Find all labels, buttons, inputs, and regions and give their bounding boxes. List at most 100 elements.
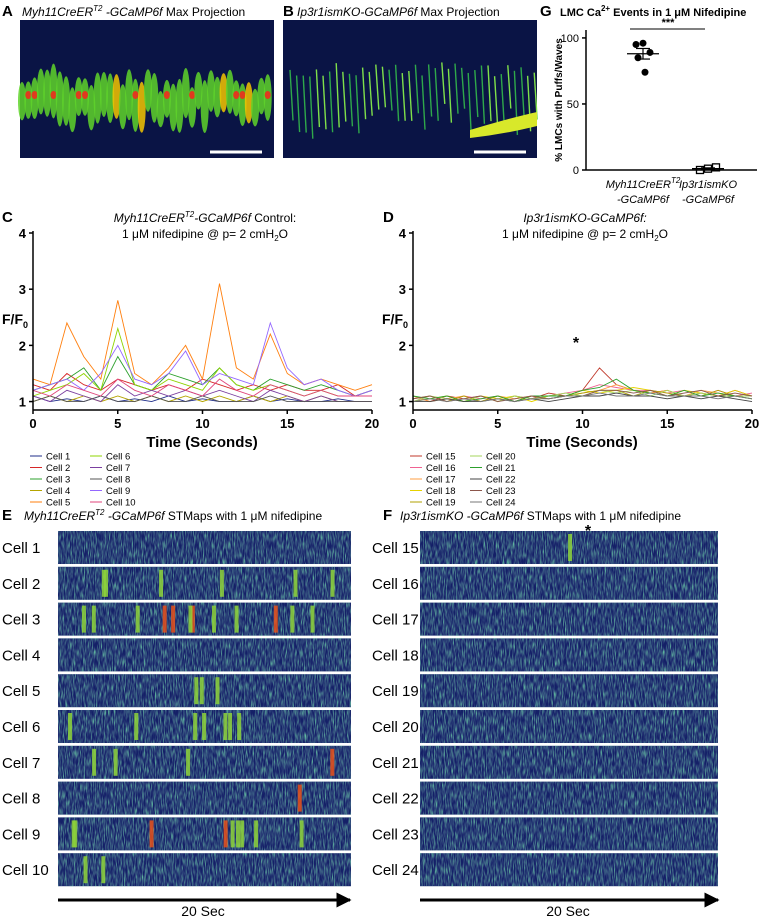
- stmap-event: [290, 605, 295, 633]
- title-part: Ip3r1ismKO -GCaMP6f: [400, 509, 525, 523]
- stmap-event: [188, 605, 193, 633]
- cell-signal: [156, 91, 165, 128]
- cell-label: Cell 17: [372, 612, 419, 629]
- cell-label: Cell 1: [2, 540, 40, 557]
- cell-signal: [112, 74, 121, 119]
- stmap-noise: [420, 745, 718, 779]
- category-label: Ip3r1ismKO: [679, 179, 738, 191]
- cell-signal: [368, 71, 373, 116]
- x-tick-label: 20: [745, 416, 759, 431]
- title-part: O: [279, 227, 288, 241]
- cell-signal: [434, 67, 439, 121]
- panel-title: Ip3r1ismKO-GCaMP6f Max Projection: [297, 5, 500, 19]
- stmap-noise: [420, 710, 718, 743]
- stmap-event: [71, 820, 76, 848]
- stmap-event: [310, 605, 315, 633]
- label-sub: 0: [403, 320, 408, 330]
- stmap-event: [254, 820, 259, 848]
- cell-signal: [219, 73, 228, 113]
- category-sup: T2: [671, 176, 681, 185]
- time-label: 20 Sec: [546, 903, 590, 919]
- chart-title: LMC Ca2+ Events in 1 μM Nifedipine: [560, 4, 746, 19]
- stmap-event: [92, 748, 97, 776]
- panel-title: Myh11CreERT2 -GCaMP6f STMaps with 1 μM n…: [24, 508, 322, 523]
- stmap-noise: [58, 781, 351, 815]
- cell-signal: [361, 67, 367, 120]
- cell-signal: [239, 91, 246, 99]
- cell-signal: [454, 63, 459, 114]
- cell-signal: [125, 69, 134, 121]
- legend-label: Cell 15: [426, 452, 456, 463]
- legend-label: Cell 2: [46, 463, 70, 474]
- data-point: [639, 39, 647, 47]
- stmap-event: [273, 605, 278, 633]
- x-tick-label: 0: [29, 416, 36, 431]
- title-part: -GCaMP6f: [102, 5, 164, 19]
- y-axis-label: % LMCs with Puffs/Waves: [554, 38, 565, 162]
- y-tick-label: 1: [399, 395, 406, 410]
- title-part: Events in 1 μM Nifedipine: [610, 7, 746, 19]
- cell-signal: [31, 91, 38, 99]
- stmap-event: [293, 569, 298, 597]
- cell-label: Cell 23: [372, 826, 419, 843]
- stmap-noise: [420, 566, 718, 600]
- cell-label: Cell 20: [372, 719, 419, 736]
- panel-label: G: [540, 3, 552, 20]
- cell-signal: [93, 72, 102, 124]
- stmap-noise: [58, 674, 351, 708]
- cell-signal: [335, 63, 340, 128]
- legend-label: Cell 17: [426, 475, 456, 486]
- y-tick-label: 0: [573, 165, 579, 177]
- significance: ***: [662, 17, 676, 29]
- cell-label: Cell 9: [2, 826, 40, 843]
- vessel-signal: [470, 112, 537, 138]
- title-sup: T2: [95, 508, 105, 517]
- cell-label: Cell 6: [2, 719, 40, 736]
- y-tick-label: 4: [399, 226, 407, 241]
- cell-signal: [18, 82, 26, 121]
- cell-label: Cell 19: [372, 683, 419, 700]
- stmap-event: [149, 820, 154, 848]
- y-tick-label: 100: [561, 33, 579, 45]
- category-label: -GCaMP6f: [682, 194, 735, 206]
- cell-signal: [309, 76, 314, 139]
- cell-signal: [233, 91, 240, 99]
- stmap-noise: [58, 817, 351, 851]
- y-axis-label: F/F0: [2, 311, 28, 330]
- stmap-noise: [58, 853, 351, 887]
- cell-signal: [132, 91, 139, 99]
- cell-signal: [82, 91, 88, 99]
- cell-signal: [315, 69, 321, 128]
- chart-title: Ip3r1ismKO-GCaMP6f:: [523, 211, 646, 225]
- stmap-event: [330, 748, 335, 776]
- cell-signal: [257, 77, 266, 115]
- cell-signal: [106, 73, 115, 124]
- stmap-event: [134, 713, 139, 740]
- stmap-noise: [420, 817, 718, 851]
- title-sup: 2+: [601, 4, 610, 13]
- trace: [32, 395, 372, 403]
- stmap-event: [299, 820, 304, 848]
- cell-signal: [474, 70, 479, 118]
- stmap-event: [219, 569, 224, 597]
- cell-signal: [480, 65, 486, 124]
- annotation: *: [573, 335, 580, 352]
- legend-label: Cell 9: [106, 486, 130, 497]
- x-axis-label: Time (Seconds): [146, 434, 257, 451]
- stmap-noise: [420, 853, 718, 887]
- stmap-event: [228, 713, 233, 740]
- cell-signal: [36, 68, 45, 115]
- stmap-event: [91, 605, 96, 633]
- legend-label: Cell 19: [426, 498, 456, 509]
- data-point: [632, 41, 640, 49]
- panel-label: D: [383, 209, 394, 226]
- cell-signal: [213, 76, 222, 118]
- legend-label: Cell 4: [46, 486, 70, 497]
- panel-label: F: [383, 507, 392, 524]
- stmap-event: [103, 569, 108, 597]
- cell-signal: [388, 69, 393, 111]
- stmap-event: [202, 713, 207, 740]
- title-part: -GCaMP6f: [194, 211, 252, 225]
- legend-label: Cell 8: [106, 475, 130, 486]
